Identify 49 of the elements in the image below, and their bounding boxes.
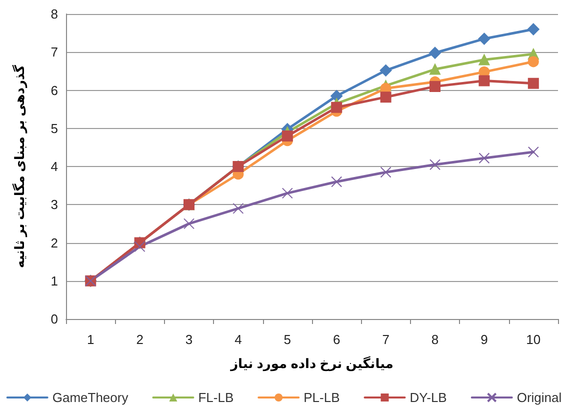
y-tick-label: 2 — [50, 235, 58, 250]
point — [380, 64, 392, 76]
point — [528, 146, 539, 158]
point — [282, 188, 293, 199]
point — [430, 80, 440, 92]
point — [282, 130, 293, 142]
point — [528, 56, 539, 68]
x-tick-label: 4 — [234, 332, 242, 347]
point — [528, 78, 539, 89]
point — [478, 54, 490, 66]
y-tick-label: 4 — [50, 159, 58, 174]
y-axis-title: گذردهی بر مبنای مگابیت بر ثانیه — [12, 64, 28, 268]
legend-label: DY-LB — [410, 390, 447, 405]
y-tick-label: 0 — [50, 312, 58, 326]
legend-label: PL-LB — [304, 390, 340, 405]
point — [430, 64, 440, 75]
point — [184, 218, 194, 230]
legend-label: Original — [516, 390, 562, 405]
x-axis-title: میانگین نرخ داده مورد نیاز — [230, 356, 394, 372]
y-tick-label: 1 — [50, 273, 58, 288]
y-tick-label: 7 — [50, 44, 58, 60]
x-tick-label: 8 — [431, 332, 439, 347]
point — [380, 92, 392, 103]
x-tick-label: 5 — [284, 332, 292, 347]
point — [429, 46, 441, 59]
x-tick-label: 2 — [136, 332, 144, 347]
y-tick-label: 3 — [50, 197, 58, 212]
legend-label: GameTheory — [52, 390, 129, 405]
point — [478, 75, 490, 86]
point — [331, 102, 342, 113]
point — [380, 166, 392, 178]
x-tick-label: 10 — [526, 332, 541, 347]
point — [430, 159, 440, 170]
point — [478, 32, 490, 45]
x-tick-label: 1 — [86, 332, 94, 347]
x-tick-label: 6 — [332, 332, 340, 347]
y-tick-label: 5 — [50, 120, 58, 136]
y-tick-label: 8 — [50, 6, 58, 22]
point — [232, 202, 244, 214]
point — [134, 241, 146, 252]
x-tick-label: 3 — [185, 332, 193, 347]
point — [527, 23, 540, 36]
legend-label: FL-LB — [198, 390, 234, 405]
x-tick-label: 9 — [480, 332, 488, 347]
x-tick-label: 7 — [382, 332, 390, 347]
point — [478, 152, 490, 164]
point — [331, 176, 342, 188]
y-tick-label: 6 — [50, 82, 58, 98]
point — [330, 90, 343, 102]
